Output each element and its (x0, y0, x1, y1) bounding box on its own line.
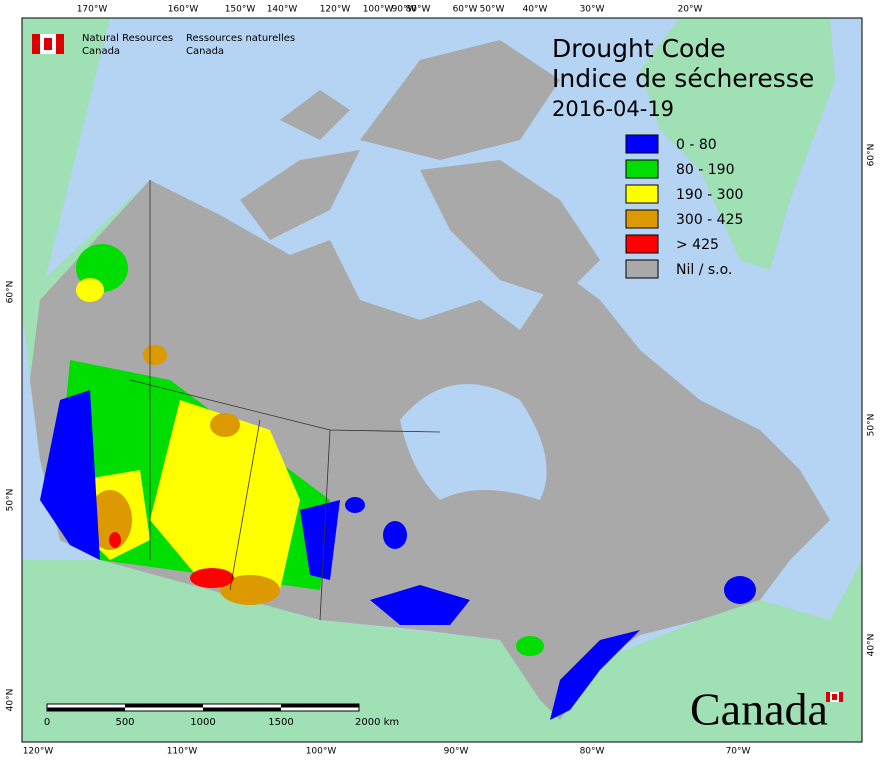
canada-flag-wordmark (826, 692, 843, 702)
graticule-label: 50°W (480, 5, 505, 15)
graticule-label: 70°W (726, 747, 751, 757)
scale-label: 2000 km (355, 717, 399, 728)
legend-label: 300 - 425 (676, 212, 743, 228)
legend-label: 0 - 80 (676, 137, 717, 153)
agency-en: Natural Resources (82, 33, 173, 44)
legend-swatch (625, 234, 659, 254)
scale-bar (46, 703, 360, 712)
legend-label: 80 - 190 (676, 162, 735, 178)
graticule-label: 30°W (580, 5, 605, 15)
graticule-label: 150°W (225, 5, 256, 15)
wordmark: Canada (690, 684, 828, 735)
hudson-bay (400, 384, 547, 500)
scale-label: 500 (115, 717, 134, 728)
arctic-islands (240, 40, 600, 300)
graticule-label: 120°W (23, 747, 54, 757)
graticule-label: 140°W (267, 5, 298, 15)
graticule-label: 80°W (580, 747, 605, 757)
agency-en: Canada (82, 46, 120, 57)
scale-label: 0 (44, 717, 50, 728)
graticule-label: 20°W (678, 5, 703, 15)
title: Drought Code (552, 34, 726, 63)
legend-label: Nil / s.o. (676, 262, 732, 278)
scale-label: 1500 (268, 717, 293, 728)
graticule-label: 50°N (6, 489, 16, 512)
graticule-label: 40°N (867, 634, 877, 657)
agency-fr: Canada (186, 46, 224, 57)
graticule-label: 40°W (523, 5, 548, 15)
agency-fr: Ressources naturelles (186, 33, 295, 44)
graticule-label: 60°W (453, 5, 478, 15)
graticule-label: 120°W (320, 5, 351, 15)
alaska (22, 18, 110, 330)
legend-swatch (625, 159, 659, 179)
greenland (640, 18, 835, 270)
legend-label: > 425 (676, 237, 719, 253)
legend-swatch (625, 259, 659, 279)
graticule-label: 60°N (6, 281, 16, 304)
legend-swatch (625, 184, 659, 204)
scale-label: 1000 (190, 717, 215, 728)
graticule-label: 170°W (77, 5, 108, 15)
boundaries (129, 180, 441, 621)
graticule-label: 160°W (168, 5, 199, 15)
graticule-label: 90°W (444, 747, 469, 757)
graticule-label: 110°W (167, 747, 198, 757)
drought-patches (40, 244, 756, 720)
united-states (22, 560, 862, 742)
graticule-label: 100°W (306, 747, 337, 757)
graticule-label: 90°W (392, 5, 417, 15)
map-frame (21, 17, 863, 743)
date: 2016-04-19 (552, 97, 674, 121)
legend-label: 190 - 300 (676, 187, 743, 203)
graticule-label: 80°W (406, 5, 431, 15)
title: Indice de sécheresse (552, 64, 814, 93)
graticule-label: 60°N (867, 144, 877, 167)
graticule-label: 50°N (867, 414, 877, 437)
graticule-label: 100°W (363, 5, 394, 15)
legend-swatch (625, 209, 659, 229)
legend-swatch (625, 134, 659, 154)
canada-flag-small (32, 34, 64, 54)
graticule-label: 40°N (6, 689, 16, 712)
